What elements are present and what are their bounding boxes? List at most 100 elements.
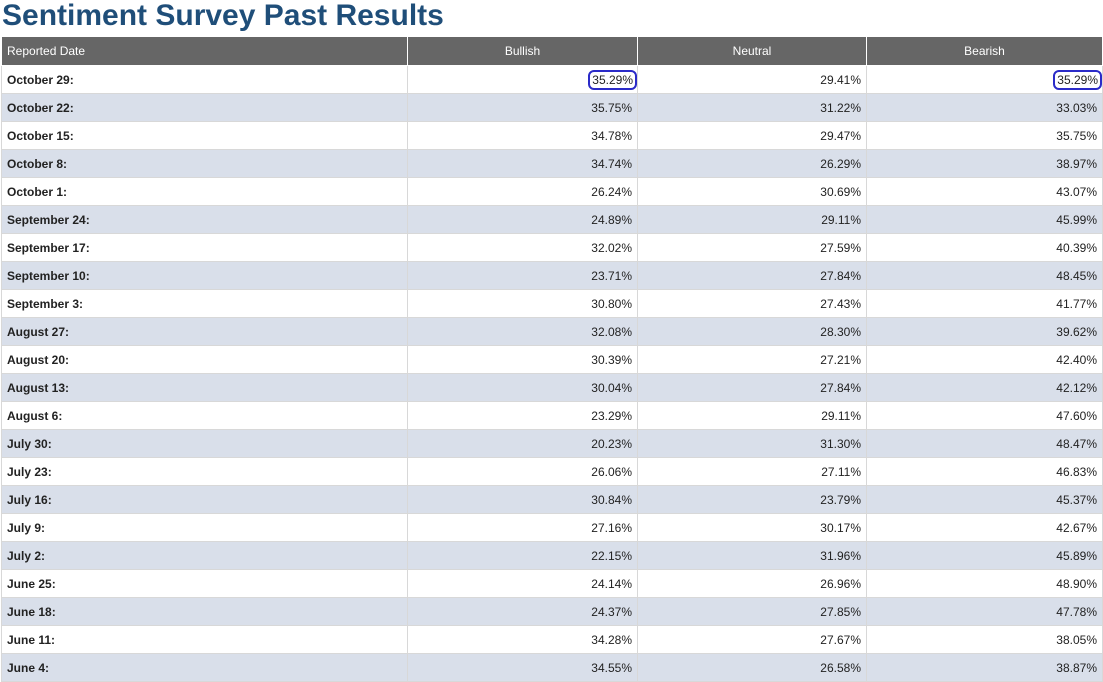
- page-title: Sentiment Survey Past Results: [2, 0, 444, 32]
- table-row: October 8: 34.74% 26.29% 38.97%: [1, 149, 1103, 178]
- reported-date-cell: July 16:: [1, 485, 408, 514]
- bullish-value-cell: 34.74%: [407, 149, 638, 178]
- table-row: October 1: 26.24% 30.69% 43.07%: [1, 177, 1103, 206]
- table-row: July 30: 20.23% 31.30% 48.47%: [1, 429, 1103, 458]
- bullish-value-cell: 26.06%: [407, 457, 638, 486]
- neutral-value-cell: 31.22%: [637, 93, 867, 122]
- neutral-value-cell: 27.67%: [637, 625, 867, 654]
- reported-date-cell: October 29:: [1, 65, 408, 94]
- bearish-value-cell: 45.99%: [866, 205, 1103, 234]
- neutral-value-cell: 27.43%: [637, 289, 867, 318]
- neutral-value-cell: 27.84%: [637, 373, 867, 402]
- bullish-value-cell: 32.08%: [407, 317, 638, 346]
- reported-date-cell: October 1:: [1, 177, 408, 206]
- bullish-value-cell: 22.15%: [407, 541, 638, 570]
- neutral-value-cell: 29.41%: [637, 65, 867, 94]
- table-row: September 3: 30.80% 27.43% 41.77%: [1, 289, 1103, 318]
- sentiment-results-table: Reported Date Bullish Neutral Bearish Oc…: [1, 36, 1103, 682]
- table-row: September 24: 24.89% 29.11% 45.99%: [1, 205, 1103, 234]
- table-row: October 29: 35.29% 29.41% 35.29%: [1, 65, 1103, 94]
- table-body: October 29: 35.29% 29.41% 35.29% October 22:…: [1, 65, 1103, 682]
- neutral-value-cell: 29.11%: [637, 401, 867, 430]
- bearish-value-cell: 46.83%: [866, 457, 1103, 486]
- neutral-value-cell: 27.85%: [637, 597, 867, 626]
- table-row: September 17: 32.02% 27.59% 40.39%: [1, 233, 1103, 262]
- bearish-highlighted-value: 35.29%: [1053, 69, 1102, 90]
- bearish-value-cell: 45.89%: [866, 541, 1103, 570]
- table-row: September 10: 23.71% 27.84% 48.45%: [1, 261, 1103, 290]
- bullish-highlighted-value: 35.29%: [588, 69, 637, 90]
- header-bearish: Bearish: [866, 36, 1103, 66]
- table-row: October 22: 35.75% 31.22% 33.03%: [1, 93, 1103, 122]
- table-header-row: Reported Date Bullish Neutral Bearish: [1, 36, 1103, 66]
- reported-date-cell: July 2:: [1, 541, 408, 570]
- bearish-value-cell: 42.12%: [866, 373, 1103, 402]
- neutral-value-cell: 30.69%: [637, 177, 867, 206]
- reported-date-cell: September 3:: [1, 289, 408, 318]
- header-reported-date: Reported Date: [1, 36, 408, 66]
- neutral-value-cell: 26.29%: [637, 149, 867, 178]
- reported-date-cell: September 10:: [1, 261, 408, 290]
- neutral-value-cell: 27.21%: [637, 345, 867, 374]
- neutral-value-cell: 26.96%: [637, 569, 867, 598]
- table-row: August 13: 30.04% 27.84% 42.12%: [1, 373, 1103, 402]
- table-row: June 4: 34.55% 26.58% 38.87%: [1, 653, 1103, 682]
- table-row: July 9: 27.16% 30.17% 42.67%: [1, 513, 1103, 542]
- bullish-value-cell: 30.84%: [407, 485, 638, 514]
- reported-date-cell: July 23:: [1, 457, 408, 486]
- neutral-value-cell: 28.30%: [637, 317, 867, 346]
- bullish-value-cell: 23.71%: [407, 261, 638, 290]
- table-row: August 20: 30.39% 27.21% 42.40%: [1, 345, 1103, 374]
- bullish-value-cell: 27.16%: [407, 513, 638, 542]
- bullish-value-cell: 24.14%: [407, 569, 638, 598]
- reported-date-cell: June 25:: [1, 569, 408, 598]
- bearish-value-cell: 48.47%: [866, 429, 1103, 458]
- bullish-value-cell: 34.55%: [407, 653, 638, 682]
- reported-date-cell: June 4:: [1, 653, 408, 682]
- reported-date-cell: June 18:: [1, 597, 408, 626]
- bullish-value-cell: 32.02%: [407, 233, 638, 262]
- reported-date-cell: August 13:: [1, 373, 408, 402]
- bullish-value-cell: 34.28%: [407, 625, 638, 654]
- neutral-value-cell: 29.11%: [637, 205, 867, 234]
- reported-date-cell: July 30:: [1, 429, 408, 458]
- reported-date-cell: July 9:: [1, 513, 408, 542]
- bullish-value-cell: 20.23%: [407, 429, 638, 458]
- table-row: August 27: 32.08% 28.30% 39.62%: [1, 317, 1103, 346]
- table-row: July 23: 26.06% 27.11% 46.83%: [1, 457, 1103, 486]
- bearish-value-cell: 39.62%: [866, 317, 1103, 346]
- bullish-value-cell: 30.04%: [407, 373, 638, 402]
- reported-date-cell: October 22:: [1, 93, 408, 122]
- bearish-value-cell: 47.78%: [866, 597, 1103, 626]
- reported-date-cell: October 15:: [1, 121, 408, 150]
- bullish-value-cell: 24.37%: [407, 597, 638, 626]
- bullish-value-cell: 23.29%: [407, 401, 638, 430]
- neutral-value-cell: 26.58%: [637, 653, 867, 682]
- bearish-value-cell: 40.39%: [866, 233, 1103, 262]
- table-row: June 18: 24.37% 27.85% 47.78%: [1, 597, 1103, 626]
- bearish-value-cell: 35.75%: [866, 121, 1103, 150]
- bearish-value-cell: 33.03%: [866, 93, 1103, 122]
- reported-date-cell: August 6:: [1, 401, 408, 430]
- neutral-value-cell: 27.84%: [637, 261, 867, 290]
- reported-date-cell: June 11:: [1, 625, 408, 654]
- bullish-value-cell: 26.24%: [407, 177, 638, 206]
- header-neutral: Neutral: [637, 36, 867, 66]
- reported-date-cell: August 20:: [1, 345, 408, 374]
- reported-date-cell: September 17:: [1, 233, 408, 262]
- bullish-value-cell: 35.29%: [407, 65, 638, 94]
- neutral-value-cell: 30.17%: [637, 513, 867, 542]
- bearish-value-cell: 38.87%: [866, 653, 1103, 682]
- table-row: August 6: 23.29% 29.11% 47.60%: [1, 401, 1103, 430]
- bullish-value-cell: 35.75%: [407, 93, 638, 122]
- neutral-value-cell: 31.30%: [637, 429, 867, 458]
- bearish-value-cell: 48.45%: [866, 261, 1103, 290]
- bearish-value-cell: 38.97%: [866, 149, 1103, 178]
- table-row: June 25: 24.14% 26.96% 48.90%: [1, 569, 1103, 598]
- table-row: July 2: 22.15% 31.96% 45.89%: [1, 541, 1103, 570]
- bearish-value-cell: 42.67%: [866, 513, 1103, 542]
- bearish-value-cell: 42.40%: [866, 345, 1103, 374]
- table-row: July 16: 30.84% 23.79% 45.37%: [1, 485, 1103, 514]
- bearish-value-cell: 47.60%: [866, 401, 1103, 430]
- bearish-value-cell: 41.77%: [866, 289, 1103, 318]
